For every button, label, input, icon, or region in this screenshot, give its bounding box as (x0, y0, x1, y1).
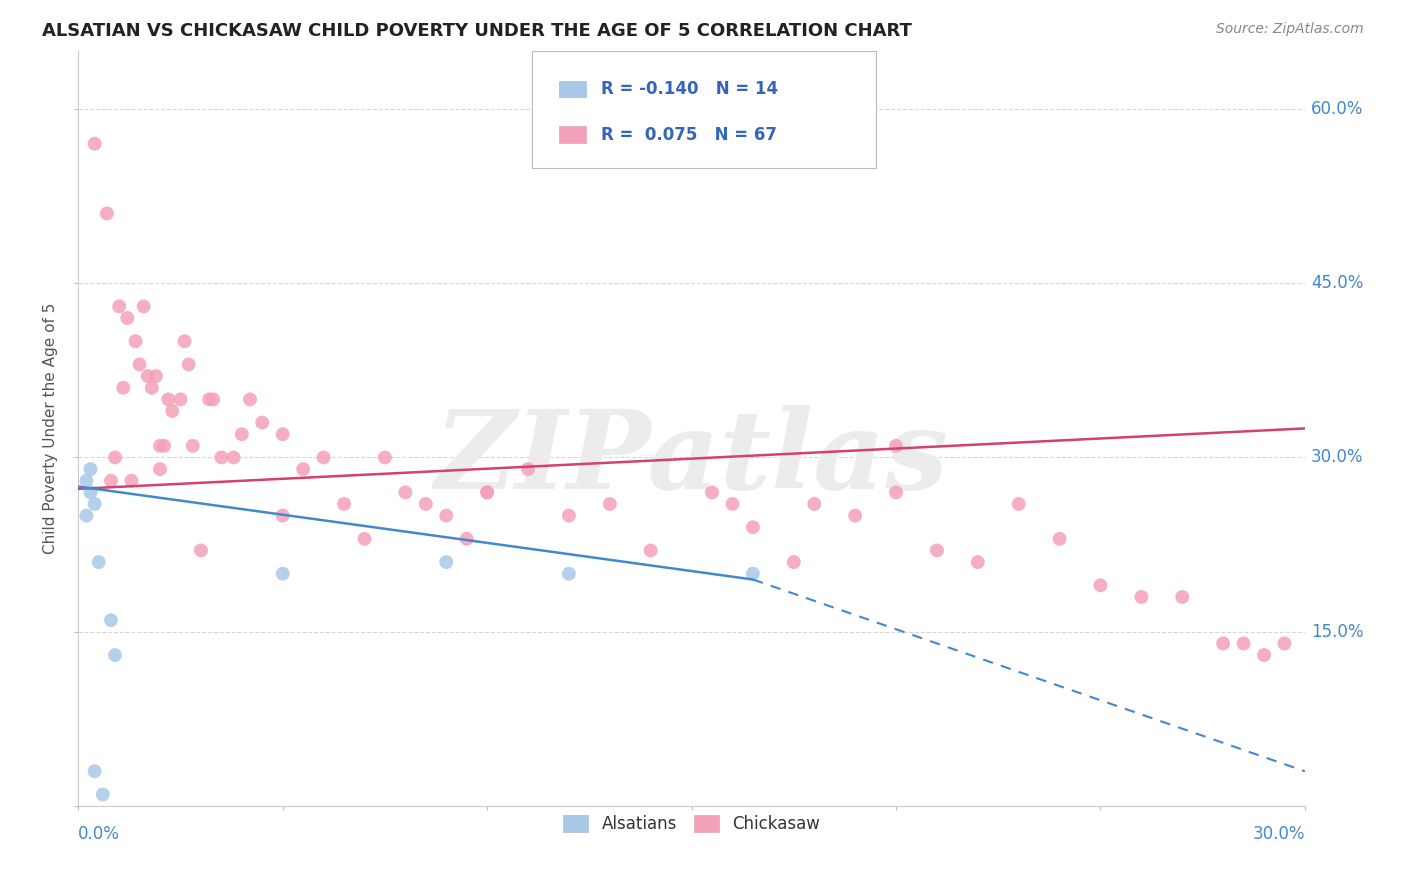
Point (415, 497, 437, 511)
Text: 30.0%: 30.0% (1310, 449, 1364, 467)
Point (721, 497, 744, 511)
Point (83, 136, 105, 151)
Point (456, 532, 478, 546)
Point (271, 566, 294, 581)
Point (79, 485, 101, 500)
FancyBboxPatch shape (560, 127, 586, 143)
FancyBboxPatch shape (560, 80, 586, 97)
Point (1253, 648, 1275, 662)
Point (742, 566, 765, 581)
Point (153, 439, 176, 453)
Point (1130, 590, 1153, 604)
Text: ZIPatlas: ZIPatlas (434, 405, 949, 512)
Point (844, 508, 866, 523)
Point (117, 311, 139, 326)
Point (173, 334, 195, 349)
Point (333, 497, 356, 511)
Point (783, 555, 806, 569)
Point (83, 764, 105, 779)
Point (434, 555, 457, 569)
Text: 0.0%: 0.0% (79, 825, 120, 843)
Point (884, 439, 907, 453)
Legend: Alsatians, Chickasaw: Alsatians, Chickasaw (557, 808, 827, 839)
Point (1171, 590, 1194, 604)
Point (79, 462, 101, 476)
Point (558, 508, 581, 523)
Point (141, 381, 163, 395)
Point (157, 392, 180, 407)
Point (149, 462, 172, 476)
Point (162, 404, 184, 418)
Point (100, 474, 122, 488)
Point (966, 555, 988, 569)
Text: R =  0.075   N = 67: R = 0.075 N = 67 (600, 126, 778, 144)
Point (1212, 636, 1234, 650)
Point (100, 613, 122, 627)
Point (128, 358, 150, 372)
Point (132, 299, 155, 313)
Point (884, 485, 907, 500)
Text: ALSATIAN VS CHICKASAW CHILD POVERTY UNDER THE AGE OF 5 CORRELATION CHART: ALSATIAN VS CHICKASAW CHILD POVERTY UNDE… (42, 22, 912, 40)
Point (202, 392, 225, 407)
Point (1090, 578, 1112, 592)
Text: 60.0%: 60.0% (1310, 100, 1364, 118)
Point (292, 462, 315, 476)
Point (75, 474, 97, 488)
Point (252, 416, 274, 430)
Point (374, 450, 396, 465)
Text: 45.0%: 45.0% (1310, 274, 1364, 293)
Text: 15.0%: 15.0% (1310, 623, 1364, 640)
Point (104, 648, 127, 662)
FancyBboxPatch shape (531, 51, 876, 168)
Point (1049, 532, 1071, 546)
Point (1274, 636, 1296, 650)
Point (353, 532, 375, 546)
Text: 30.0%: 30.0% (1253, 825, 1305, 843)
Point (394, 485, 416, 500)
Point (87, 555, 110, 569)
Point (108, 299, 131, 313)
Point (271, 508, 294, 523)
Y-axis label: Child Poverty Under the Age of 5: Child Poverty Under the Age of 5 (44, 302, 58, 554)
Point (1232, 636, 1254, 650)
Point (271, 427, 294, 442)
Point (96, 206, 118, 220)
Point (700, 485, 723, 500)
Point (1008, 497, 1031, 511)
Text: Source: ZipAtlas.com: Source: ZipAtlas.com (1216, 22, 1364, 37)
Point (124, 334, 146, 349)
Point (803, 497, 825, 511)
Point (149, 439, 172, 453)
Point (231, 427, 253, 442)
Point (75, 508, 97, 523)
Point (177, 358, 200, 372)
Point (434, 508, 457, 523)
Point (239, 392, 262, 407)
Point (181, 439, 204, 453)
Point (599, 497, 621, 511)
Point (112, 381, 135, 395)
Point (517, 462, 540, 476)
Point (475, 485, 498, 500)
Point (104, 450, 127, 465)
Point (475, 485, 498, 500)
Text: R = -0.140   N = 14: R = -0.140 N = 14 (600, 79, 778, 98)
Point (169, 392, 191, 407)
Point (198, 392, 221, 407)
Point (558, 566, 581, 581)
Point (120, 474, 142, 488)
Point (925, 543, 948, 558)
Point (209, 450, 232, 465)
Point (222, 450, 245, 465)
Point (83, 497, 105, 511)
Point (91, 788, 114, 802)
Point (640, 543, 662, 558)
Point (145, 369, 167, 384)
Point (136, 369, 159, 384)
Point (312, 450, 335, 465)
Point (742, 520, 765, 534)
Point (190, 543, 212, 558)
